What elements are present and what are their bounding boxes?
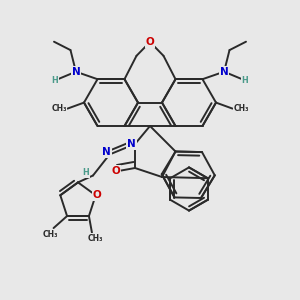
Text: N: N — [220, 67, 229, 77]
Text: CH₃: CH₃ — [87, 234, 103, 243]
Text: O: O — [93, 190, 102, 200]
Text: H: H — [52, 76, 58, 85]
Text: N: N — [127, 139, 136, 149]
Text: CH₃: CH₃ — [233, 104, 249, 113]
Text: CH₃: CH₃ — [43, 230, 58, 238]
Text: O: O — [146, 37, 154, 47]
Text: N: N — [71, 67, 80, 77]
Text: H: H — [242, 76, 248, 85]
Text: CH₃: CH₃ — [51, 104, 67, 113]
Text: N: N — [102, 147, 111, 157]
Text: O: O — [111, 166, 120, 176]
Text: H: H — [82, 168, 89, 177]
